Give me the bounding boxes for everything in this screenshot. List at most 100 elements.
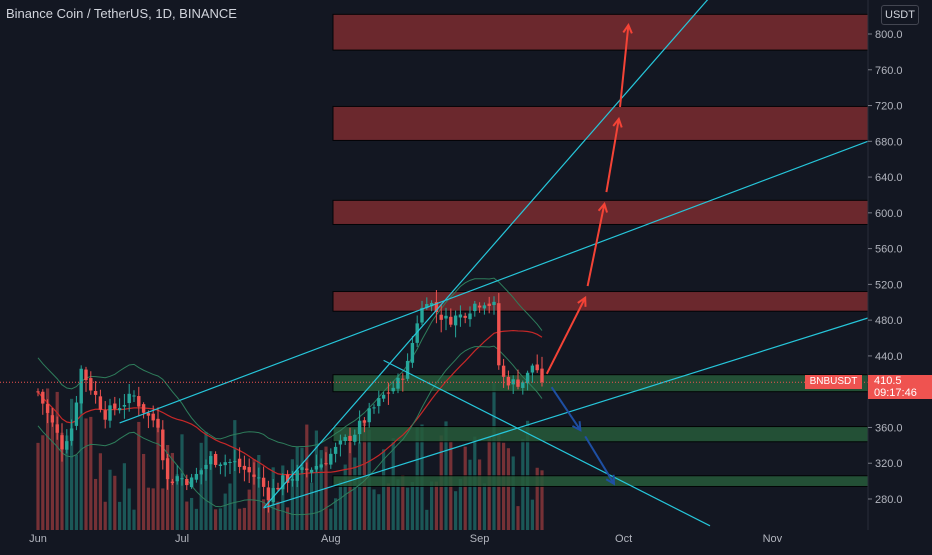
candle[interactable]	[477, 302, 482, 313]
candle[interactable]	[108, 398, 112, 428]
candle[interactable]	[338, 434, 343, 457]
candle[interactable]	[521, 380, 525, 395]
candle[interactable]	[396, 373, 400, 394]
candle[interactable]	[204, 459, 208, 481]
candle[interactable]	[377, 390, 381, 414]
candle[interactable]	[357, 410, 362, 444]
candle[interactable]	[36, 388, 40, 397]
candle[interactable]	[343, 434, 347, 446]
candle[interactable]	[444, 307, 448, 331]
projection-down-arrow[interactable]	[584, 435, 616, 486]
candle[interactable]	[295, 464, 299, 488]
candle[interactable]	[50, 408, 55, 427]
candle[interactable]	[305, 462, 309, 478]
candle[interactable]	[386, 382, 391, 405]
candle[interactable]	[113, 396, 117, 416]
candle[interactable]	[333, 442, 338, 463]
candle[interactable]	[348, 427, 352, 454]
candle[interactable]	[213, 451, 218, 468]
candle[interactable]	[60, 423, 64, 462]
candle[interactable]	[247, 458, 251, 484]
candle[interactable]	[156, 407, 160, 433]
candle[interactable]	[381, 392, 386, 402]
projection-up-arrow[interactable]	[586, 201, 609, 287]
candle[interactable]	[252, 462, 256, 485]
candle[interactable]	[290, 470, 295, 487]
candle[interactable]	[281, 473, 285, 496]
candle[interactable]	[329, 448, 333, 469]
candle[interactable]	[237, 447, 242, 474]
candle[interactable]	[233, 449, 237, 472]
candle[interactable]	[266, 480, 271, 513]
candle[interactable]	[372, 404, 376, 414]
candle[interactable]	[89, 371, 93, 395]
candle[interactable]	[55, 416, 59, 440]
candle[interactable]	[45, 399, 50, 424]
candle[interactable]	[175, 465, 179, 485]
candle[interactable]	[194, 467, 199, 483]
candle[interactable]	[453, 310, 458, 338]
candle[interactable]	[482, 302, 487, 315]
candle[interactable]	[132, 390, 136, 402]
candle[interactable]	[242, 455, 247, 482]
candle[interactable]	[79, 365, 83, 414]
candle[interactable]	[516, 369, 520, 390]
candle[interactable]	[473, 300, 477, 317]
candle[interactable]	[309, 467, 314, 483]
candle[interactable]	[98, 389, 103, 413]
projection-up-arrow[interactable]	[619, 22, 633, 108]
candle[interactable]	[285, 470, 290, 493]
candle[interactable]	[276, 482, 280, 492]
candle[interactable]	[127, 383, 131, 412]
candle[interactable]	[122, 394, 127, 419]
candle[interactable]	[506, 370, 511, 390]
candle[interactable]	[434, 289, 439, 324]
candle[interactable]	[501, 358, 506, 388]
candle[interactable]	[117, 398, 122, 414]
candle[interactable]	[189, 473, 194, 489]
candle[interactable]	[420, 300, 424, 326]
candle[interactable]	[353, 429, 357, 446]
candle[interactable]	[69, 419, 74, 446]
candle[interactable]	[468, 306, 472, 327]
candle[interactable]	[530, 363, 535, 383]
candle[interactable]	[458, 305, 463, 327]
candle[interactable]	[209, 451, 213, 470]
candle[interactable]	[41, 389, 45, 415]
candle[interactable]	[487, 296, 491, 314]
candle[interactable]	[324, 452, 328, 466]
candlestick-series[interactable]	[36, 289, 544, 513]
time-axis-panel[interactable]	[0, 530, 932, 550]
candle[interactable]	[146, 410, 151, 429]
trendline[interactable]	[263, 0, 797, 509]
candle[interactable]	[103, 401, 107, 429]
candle[interactable]	[463, 312, 467, 324]
candle[interactable]	[410, 336, 415, 368]
projection-down-arrow[interactable]	[550, 386, 582, 432]
candle[interactable]	[151, 405, 155, 428]
trendline[interactable]	[383, 359, 711, 527]
candle[interactable]	[261, 466, 266, 497]
candle[interactable]	[170, 478, 175, 486]
candle[interactable]	[141, 402, 146, 419]
candle[interactable]	[137, 386, 141, 417]
candle[interactable]	[319, 458, 323, 470]
candle[interactable]	[439, 303, 443, 333]
candle[interactable]	[391, 381, 395, 394]
candle[interactable]	[74, 395, 79, 431]
candle[interactable]	[65, 429, 69, 454]
price-axis-panel[interactable]	[868, 0, 932, 530]
candle[interactable]	[185, 474, 189, 491]
candle[interactable]	[314, 454, 319, 473]
candle[interactable]	[223, 454, 227, 477]
candle[interactable]	[449, 308, 453, 328]
candle[interactable]	[367, 402, 371, 428]
candle[interactable]	[540, 356, 544, 387]
candle[interactable]	[93, 381, 98, 404]
candle[interactable]	[492, 296, 496, 315]
candle[interactable]	[228, 458, 232, 475]
candle[interactable]	[199, 468, 203, 485]
candle[interactable]	[497, 293, 501, 370]
